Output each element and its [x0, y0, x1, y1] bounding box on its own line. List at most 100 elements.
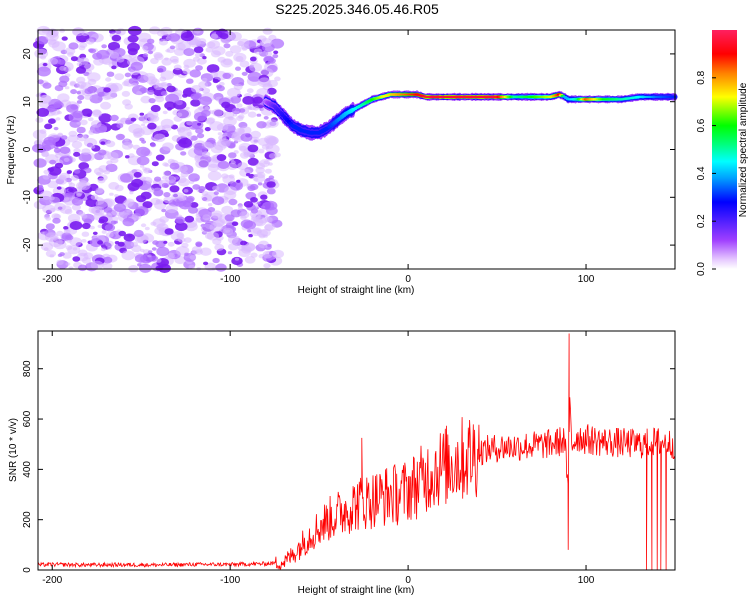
- noise-blob: [235, 108, 240, 112]
- spectrogram-x-ticks: -200 -100 0 100: [42, 30, 595, 285]
- noise-blob: [139, 164, 145, 168]
- noise-blob: [175, 216, 186, 224]
- noise-blob: [160, 91, 168, 96]
- noise-blob: [124, 72, 132, 78]
- noise-blob: [267, 136, 279, 145]
- noise-blob: [267, 162, 273, 166]
- noise-blob: [161, 57, 173, 66]
- noise-blob: [36, 185, 44, 191]
- noise-blob: [122, 240, 135, 250]
- noise-blob: [96, 172, 102, 176]
- noise-blob: [57, 59, 66, 65]
- noise-blob: [162, 142, 174, 151]
- noise-blob: [230, 95, 242, 104]
- noise-blob: [182, 200, 192, 208]
- noise-blob: [110, 114, 119, 122]
- noise-blob: [79, 180, 87, 186]
- noise-blob: [210, 33, 219, 40]
- noise-blob: [105, 232, 114, 238]
- noise-blob: [180, 151, 187, 156]
- noise-blob: [95, 187, 104, 194]
- x-tick-label: -100: [220, 575, 240, 586]
- noise-blob: [232, 113, 238, 117]
- noise-blob: [235, 55, 244, 62]
- noise-blob: [198, 186, 206, 192]
- noise-blob: [102, 57, 113, 65]
- noise-blob: [71, 204, 81, 211]
- noise-blob: [272, 249, 284, 259]
- noise-blob: [116, 56, 125, 63]
- noise-blob: [155, 240, 166, 248]
- noise-blob: [49, 196, 61, 205]
- noise-blob: [167, 241, 175, 247]
- noise-blob: [247, 229, 252, 233]
- noise-blob: [101, 44, 107, 49]
- noise-blob: [225, 50, 234, 57]
- noise-blob: [106, 160, 113, 165]
- noise-blob: [64, 86, 70, 90]
- noise-blob: [42, 82, 52, 89]
- noise-blob: [234, 257, 240, 261]
- noise-blob: [202, 87, 211, 94]
- noise-blob: [68, 188, 74, 193]
- noise-blob: [143, 168, 151, 174]
- noise-blob: [237, 38, 250, 47]
- noise-blob: [78, 57, 90, 65]
- noise-blob: [205, 118, 215, 125]
- colorbar-tick-label: 0.6: [696, 118, 707, 132]
- noise-blob: [265, 178, 271, 182]
- noise-blob: [97, 91, 105, 97]
- noise-blob: [224, 214, 235, 222]
- spectrogram-y-axis-label: Frequency (Hz): [6, 116, 17, 185]
- noise-blob: [100, 141, 106, 145]
- noise-blob: [215, 263, 227, 272]
- noise-blob: [250, 130, 261, 139]
- noise-blob: [189, 255, 197, 260]
- noise-blob: [253, 48, 263, 55]
- noise-blob: [143, 72, 156, 82]
- noise-blob: [182, 68, 191, 75]
- noise-blob: [195, 127, 204, 134]
- noise-blob: [206, 64, 220, 74]
- noise-blob: [113, 203, 126, 213]
- noise-blob: [182, 93, 188, 98]
- noise-blob: [63, 157, 70, 162]
- noise-blob: [98, 113, 112, 123]
- noise-blob: [203, 261, 209, 266]
- noise-blob: [62, 252, 72, 259]
- noise-blob: [248, 106, 253, 111]
- noise-blob: [133, 171, 142, 178]
- noise-blob: [272, 54, 279, 59]
- noise-blob: [231, 77, 245, 87]
- noise-blob: [142, 201, 153, 209]
- colorbar-label: Normalized spectral amplitude: [738, 82, 749, 217]
- noise-blob: [90, 194, 99, 201]
- noise-blob: [63, 226, 69, 230]
- noise-blob: [237, 128, 245, 134]
- noise-blob: [111, 34, 122, 42]
- noise-blob: [201, 109, 211, 117]
- noise-blob: [127, 25, 142, 36]
- y-tick-label: 800: [22, 360, 33, 377]
- noise-blob: [108, 182, 120, 190]
- noise-blob: [152, 218, 166, 228]
- noise-blob: [184, 215, 195, 223]
- noise-blob: [183, 64, 190, 70]
- noise-blob: [227, 251, 233, 255]
- noise-blob: [252, 106, 260, 111]
- noise-blob: [200, 223, 215, 234]
- noise-blob: [180, 31, 194, 42]
- noise-blob: [188, 206, 198, 214]
- noise-blob: [53, 148, 61, 153]
- noise-blob: [96, 49, 110, 60]
- noise-blob: [103, 169, 111, 175]
- noise-blob: [204, 106, 211, 111]
- noise-blob: [121, 90, 131, 97]
- noise-blob: [155, 95, 165, 103]
- noise-blob: [214, 219, 224, 227]
- noise-blob: [81, 148, 91, 155]
- noise-blob: [90, 238, 103, 248]
- noise-blob: [45, 31, 59, 42]
- noise-blob: [130, 241, 139, 247]
